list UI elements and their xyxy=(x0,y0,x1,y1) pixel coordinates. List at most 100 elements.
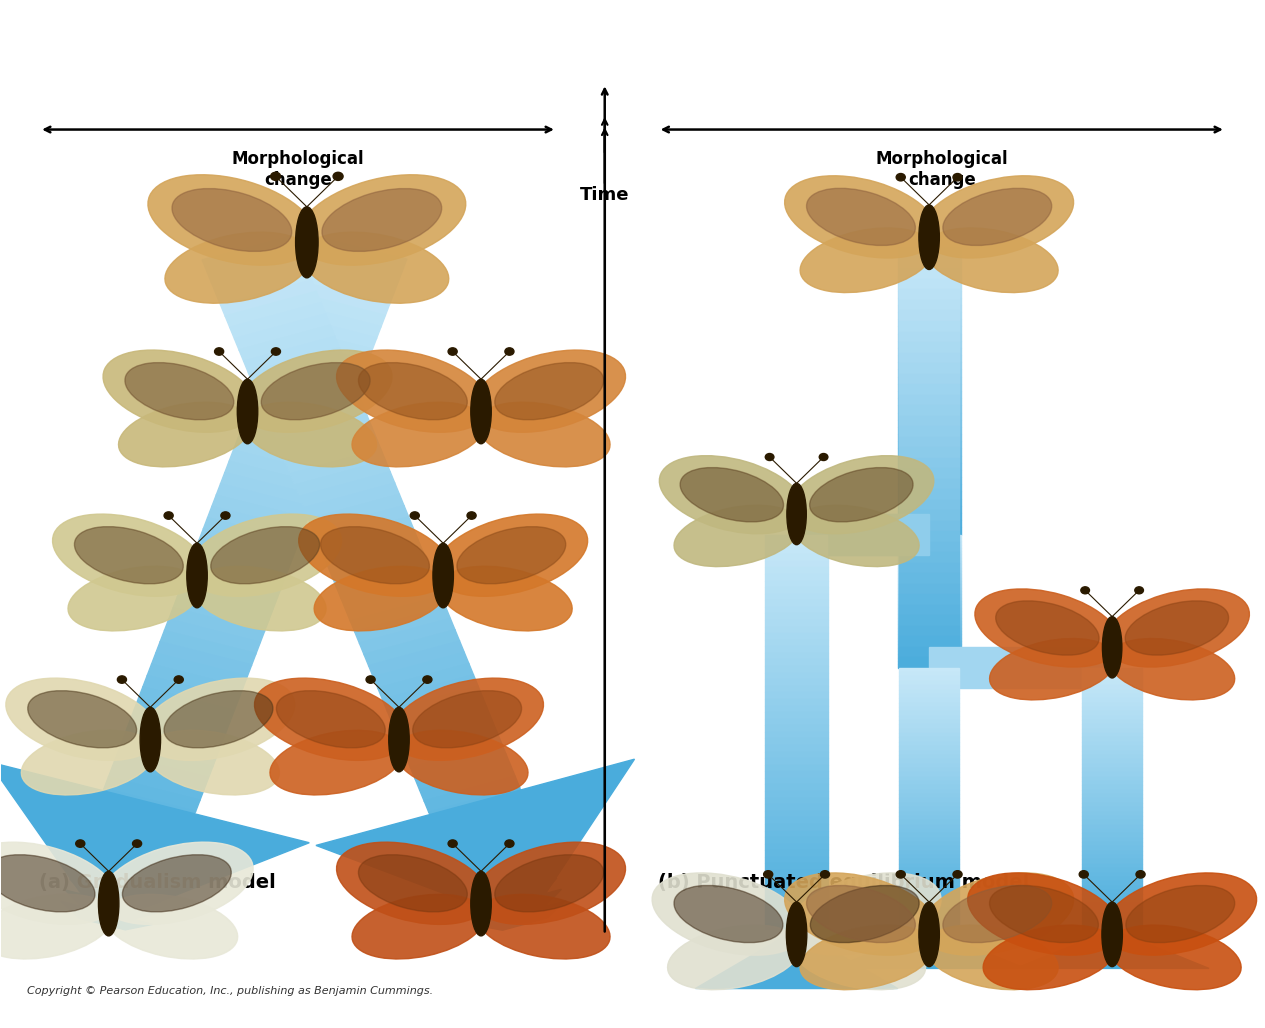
Polygon shape xyxy=(767,660,827,666)
Polygon shape xyxy=(767,883,827,890)
Text: (b) Punctuated equilibrium model: (b) Punctuated equilibrium model xyxy=(658,873,1028,892)
Polygon shape xyxy=(87,834,178,866)
Ellipse shape xyxy=(787,902,807,966)
Polygon shape xyxy=(899,489,959,500)
Ellipse shape xyxy=(1108,925,1241,990)
Polygon shape xyxy=(78,856,170,887)
Polygon shape xyxy=(765,817,829,824)
Polygon shape xyxy=(1082,686,1142,690)
Polygon shape xyxy=(233,439,329,473)
Ellipse shape xyxy=(172,188,292,252)
Ellipse shape xyxy=(187,543,207,608)
Ellipse shape xyxy=(125,363,234,419)
Polygon shape xyxy=(765,719,829,726)
Polygon shape xyxy=(765,541,829,548)
Polygon shape xyxy=(1082,898,1142,903)
Ellipse shape xyxy=(495,363,603,419)
Polygon shape xyxy=(420,765,515,801)
Polygon shape xyxy=(272,337,368,372)
Circle shape xyxy=(953,174,963,181)
Polygon shape xyxy=(899,777,959,781)
Polygon shape xyxy=(898,320,960,326)
Polygon shape xyxy=(368,641,464,677)
Polygon shape xyxy=(281,315,377,350)
Polygon shape xyxy=(424,776,520,812)
Polygon shape xyxy=(898,572,960,575)
Polygon shape xyxy=(899,690,959,694)
Ellipse shape xyxy=(239,351,392,433)
Polygon shape xyxy=(899,903,959,908)
Polygon shape xyxy=(898,598,960,601)
Polygon shape xyxy=(899,768,959,772)
Ellipse shape xyxy=(1104,873,1256,955)
Polygon shape xyxy=(898,628,960,631)
Polygon shape xyxy=(767,751,827,759)
Polygon shape xyxy=(1082,799,1142,803)
Ellipse shape xyxy=(921,873,1074,955)
Ellipse shape xyxy=(211,526,320,584)
Polygon shape xyxy=(765,627,829,633)
Polygon shape xyxy=(767,587,827,594)
Polygon shape xyxy=(767,877,827,883)
Polygon shape xyxy=(899,803,959,807)
Polygon shape xyxy=(340,574,436,610)
Polygon shape xyxy=(899,676,959,681)
Text: (a) Gradualism model: (a) Gradualism model xyxy=(39,873,276,892)
Polygon shape xyxy=(899,395,959,405)
Polygon shape xyxy=(899,342,959,353)
Polygon shape xyxy=(767,699,827,705)
Ellipse shape xyxy=(471,872,491,935)
Polygon shape xyxy=(767,844,827,850)
Polygon shape xyxy=(225,292,321,328)
Text: Time: Time xyxy=(579,186,630,204)
Polygon shape xyxy=(767,857,827,864)
Polygon shape xyxy=(438,810,529,845)
Ellipse shape xyxy=(975,589,1120,667)
Circle shape xyxy=(953,871,963,878)
Ellipse shape xyxy=(811,885,920,943)
Polygon shape xyxy=(767,541,827,548)
Ellipse shape xyxy=(28,691,137,747)
Polygon shape xyxy=(259,371,355,406)
Circle shape xyxy=(764,871,773,878)
Ellipse shape xyxy=(297,175,466,265)
Polygon shape xyxy=(898,376,960,383)
Ellipse shape xyxy=(53,514,205,596)
Polygon shape xyxy=(1082,803,1142,807)
Polygon shape xyxy=(899,510,959,520)
Ellipse shape xyxy=(918,902,940,966)
Polygon shape xyxy=(898,527,960,535)
Polygon shape xyxy=(765,857,829,864)
Polygon shape xyxy=(899,562,959,574)
Ellipse shape xyxy=(296,207,318,278)
Polygon shape xyxy=(898,455,960,463)
Polygon shape xyxy=(899,300,959,310)
Circle shape xyxy=(505,347,514,356)
Polygon shape xyxy=(767,535,827,541)
Polygon shape xyxy=(899,268,959,279)
Polygon shape xyxy=(767,798,827,804)
Polygon shape xyxy=(899,331,959,342)
Polygon shape xyxy=(898,658,960,661)
Polygon shape xyxy=(898,604,960,608)
Polygon shape xyxy=(244,336,339,372)
Circle shape xyxy=(448,347,457,356)
Polygon shape xyxy=(104,777,200,811)
Polygon shape xyxy=(1082,855,1142,859)
Polygon shape xyxy=(898,615,960,618)
Polygon shape xyxy=(765,693,829,699)
Polygon shape xyxy=(304,483,400,519)
Polygon shape xyxy=(765,607,829,614)
Polygon shape xyxy=(392,697,487,733)
Polygon shape xyxy=(899,447,959,457)
Polygon shape xyxy=(898,588,960,591)
Circle shape xyxy=(175,675,183,684)
Polygon shape xyxy=(1082,725,1142,729)
Polygon shape xyxy=(147,664,243,699)
Polygon shape xyxy=(899,468,959,479)
Circle shape xyxy=(1136,871,1145,878)
Polygon shape xyxy=(1082,733,1142,737)
Polygon shape xyxy=(899,820,959,824)
Polygon shape xyxy=(1082,864,1142,869)
Ellipse shape xyxy=(983,925,1116,990)
